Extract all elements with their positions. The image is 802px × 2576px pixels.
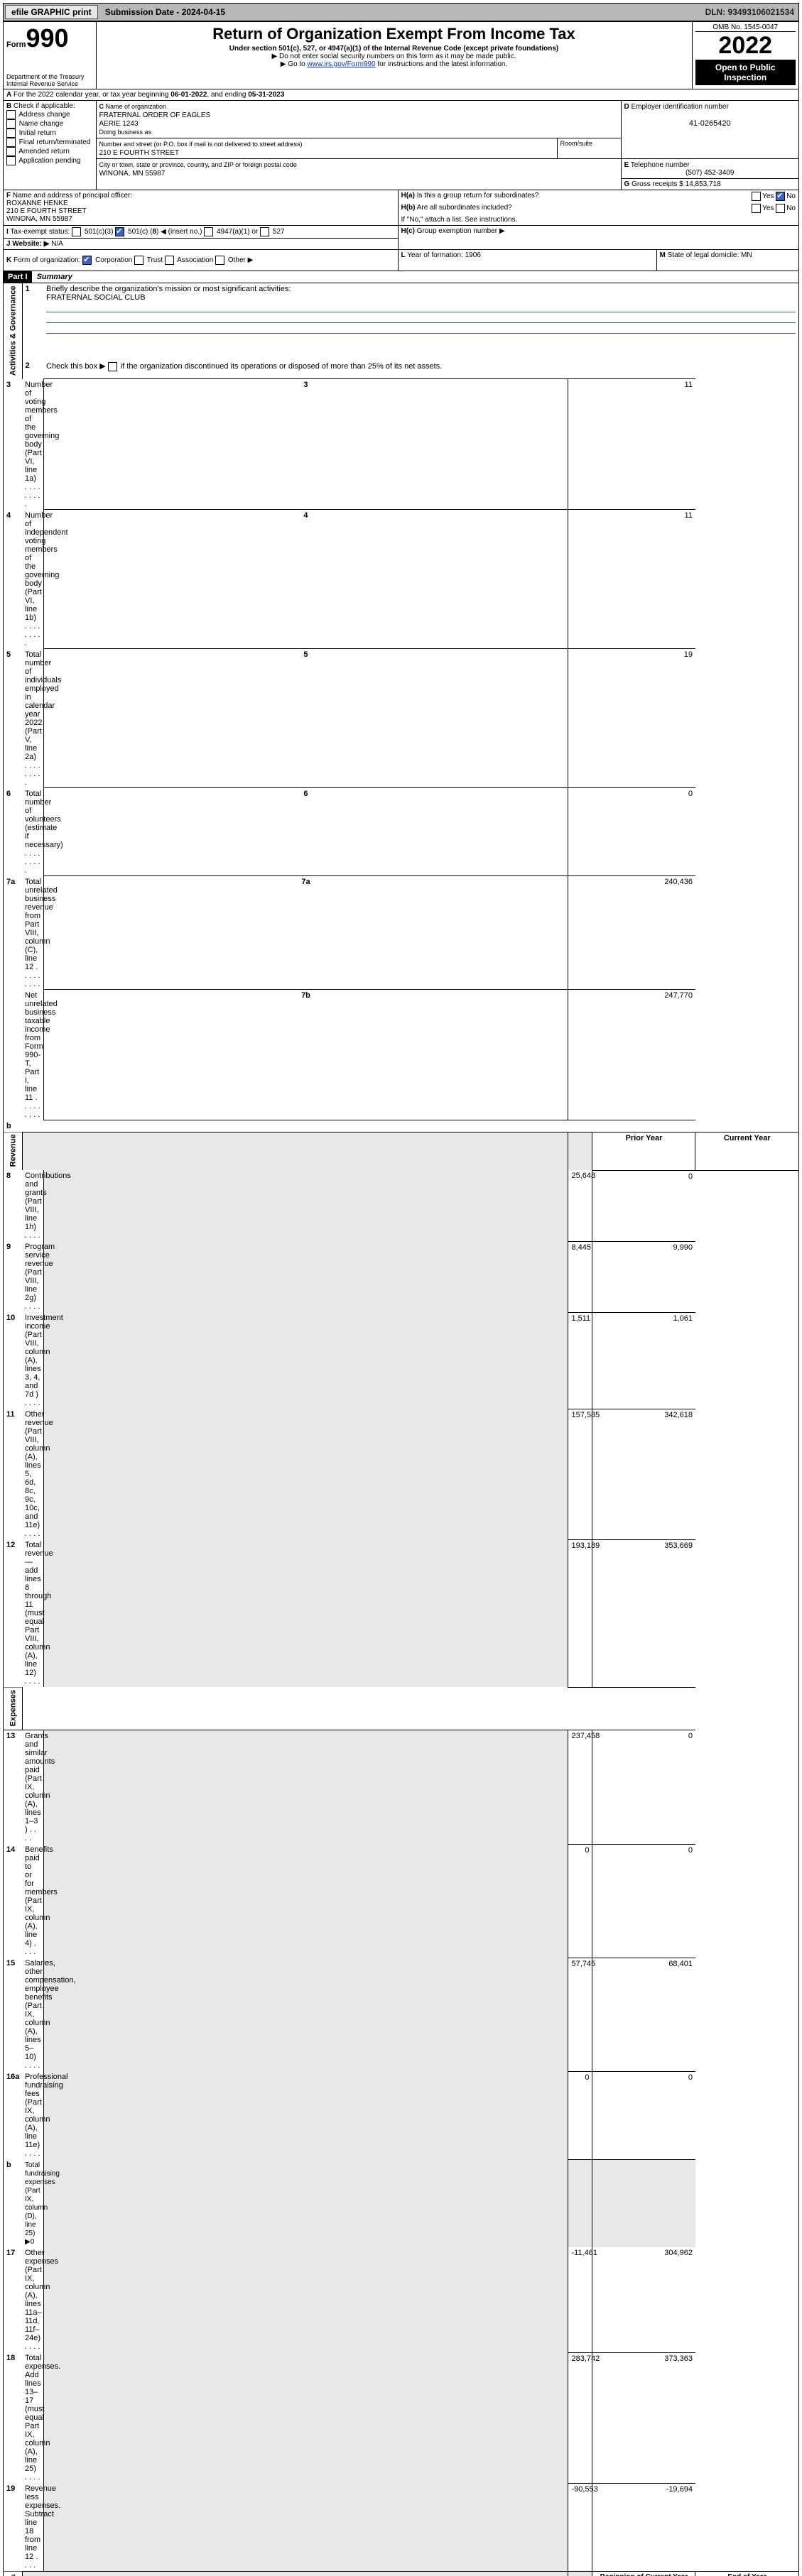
part-i-bar: Part I xyxy=(4,271,32,283)
gross-receipts: 14,853,718 xyxy=(686,180,721,188)
side-governance: Activities & Governance xyxy=(4,283,22,379)
side-revenue: Revenue xyxy=(4,1132,22,1170)
table-row: 19Revenue less expenses. Subtract line 1… xyxy=(4,2483,798,2572)
box-d: D Employer identification number 41-0265… xyxy=(621,101,798,159)
hb-answer: Yes No xyxy=(699,202,798,214)
line2: Check this box ▶ if the organization dis… xyxy=(43,360,798,378)
chk-address-change[interactable] xyxy=(6,110,16,119)
box-m: M State of legal domicile: MN xyxy=(656,250,798,271)
box-j: J Website: ▶ N/A xyxy=(4,239,398,250)
chk-501c[interactable] xyxy=(115,227,124,236)
chk-final-return[interactable] xyxy=(6,138,16,147)
box-b: B Check if applicable: Address change Na… xyxy=(4,101,96,190)
table-row: 5Total number of individuals employed in… xyxy=(4,649,798,788)
table-row: 7aTotal unrelated business revenue from … xyxy=(4,876,798,990)
chk-501c3[interactable] xyxy=(72,227,81,236)
chk-corp[interactable] xyxy=(82,256,92,265)
line-a: A For the 2022 calendar year, or tax yea… xyxy=(4,89,798,100)
title-cell: Return of Organization Exempt From Incom… xyxy=(96,22,692,89)
chk-527[interactable] xyxy=(260,227,269,236)
box-c-city: City or town, state or province, country… xyxy=(96,159,621,190)
chk-discontinued[interactable] xyxy=(108,362,117,371)
open-public: Open to Public Inspection xyxy=(695,60,796,85)
irs-link[interactable]: www.irs.gov/Form990 xyxy=(307,60,375,68)
chk-hb-no[interactable] xyxy=(776,204,785,213)
table-row: 11Other revenue (Part VIII, column (A), … xyxy=(4,1409,798,1539)
chk-4947[interactable] xyxy=(204,227,213,236)
table-row: 12Total revenue—add lines 8 through 11 (… xyxy=(4,1539,798,1687)
dln: DLN: 93493106021534 xyxy=(705,7,797,17)
right-header: OMB No. 1545-0047 2022 Open to Public In… xyxy=(692,22,798,89)
ein: 41-0265420 xyxy=(624,119,796,128)
table-row: 18Total expenses. Add lines 13–17 (must … xyxy=(4,2352,798,2483)
side-net: Net Assets or Fund Balances xyxy=(4,2572,22,2576)
part-i-header: Part I Summary xyxy=(4,271,798,283)
chk-trust[interactable] xyxy=(134,256,143,265)
box-c-street: Number and street (or P.O. box if mail i… xyxy=(96,138,557,159)
col-end: End of Year xyxy=(695,2572,798,2576)
box-e: E Telephone number (507) 452-3409 xyxy=(621,159,798,179)
box-l: L Year of formation: 1906 xyxy=(398,250,656,271)
chk-name-change[interactable] xyxy=(6,119,16,129)
table-row: 6Total number of volunteers (estimate if… xyxy=(4,788,798,876)
table-row: 17Other expenses (Part IX, column (A), l… xyxy=(4,2247,798,2352)
side-expenses: Expenses xyxy=(4,1687,22,1730)
table-row: Net unrelated business taxable income fr… xyxy=(4,990,798,1120)
table-row: 4Number of independent voting members of… xyxy=(4,510,798,649)
col-begin: Beginning of Current Year xyxy=(592,2572,695,2576)
part-i-title: Summary xyxy=(37,273,72,281)
subtitle: Under section 501(c), 527, or 4947(a)(1)… xyxy=(99,45,689,53)
table-row: 3Number of voting members of the governi… xyxy=(4,379,798,510)
part-i-table: Activities & Governance 1 Briefly descri… xyxy=(4,283,798,2576)
form-number: 990 xyxy=(26,23,69,53)
box-ha: H(a) Is this a group return for subordin… xyxy=(398,190,699,203)
box-g: G Gross receipts $ 14,853,718 xyxy=(621,179,798,190)
box-i: I Tax-exempt status: 501(c)(3) 501(c) (8… xyxy=(4,226,398,239)
table-row: 16aProfessional fundraising fees (Part I… xyxy=(4,2071,798,2159)
ha-answer: Yes No xyxy=(699,190,798,203)
mission-text: FRATERNAL SOCIAL CLUB xyxy=(46,293,146,302)
table-row: bTotal fundraising expenses (Part IX, co… xyxy=(4,2159,798,2247)
form-cell: Form990 Department of the Treasury Inter… xyxy=(4,22,96,89)
table-row: 13Grants and similar amounts paid (Part … xyxy=(4,1730,798,1845)
form-label: Form xyxy=(6,40,26,49)
line1: Briefly describe the organization's miss… xyxy=(43,283,798,361)
box-f: F Name and address of principal officer:… xyxy=(4,190,398,226)
box-k: K Form of organization: Corporation Trus… xyxy=(4,250,398,271)
col-prior: Prior Year xyxy=(592,1132,695,1170)
table-row: 14Benefits paid to or for members (Part … xyxy=(4,1844,798,1958)
return-title: Return of Organization Exempt From Incom… xyxy=(99,25,689,43)
submission-date: Submission Date - 2024-04-15 xyxy=(105,7,225,17)
chk-other[interactable] xyxy=(215,256,224,265)
col-current: Current Year xyxy=(695,1132,798,1170)
dept-label: Department of the Treasury Internal Reve… xyxy=(6,73,93,87)
toolbar: efile GRAPHIC print Submission Date - 20… xyxy=(3,3,799,21)
phone: (507) 452-3409 xyxy=(624,169,796,177)
omb: OMB No. 1545-0047 xyxy=(695,23,796,32)
box-hc: H(c) Group exemption number ▶ xyxy=(398,226,798,250)
chk-app-pending[interactable] xyxy=(6,156,16,165)
table-row: 15Salaries, other compensation, employee… xyxy=(4,1958,798,2071)
chk-ha-yes[interactable] xyxy=(752,192,761,201)
table-row: 8Contributions and grants (Part VIII, li… xyxy=(4,1170,798,1241)
box-c-name: C Name of organization FRATERNAL ORDER O… xyxy=(96,101,621,138)
chk-ha-no[interactable] xyxy=(776,192,785,201)
hb-note: If "No," attach a list. See instructions… xyxy=(398,214,798,225)
table-row: 10Investment income (Part VIII, column (… xyxy=(4,1312,798,1409)
room-suite: Room/suite xyxy=(557,138,621,159)
org-name: FRATERNAL ORDER OF EAGLES AERIE 1243 xyxy=(99,111,211,128)
note-goto: Go to www.irs.gov/Form990 for instructio… xyxy=(99,60,689,68)
chk-assoc[interactable] xyxy=(165,256,174,265)
chk-initial-return[interactable] xyxy=(6,129,16,138)
efile-print-button[interactable]: efile GRAPHIC print xyxy=(5,5,98,19)
note-ssn: Do not enter social security numbers on … xyxy=(99,53,689,60)
chk-amended[interactable] xyxy=(6,147,16,156)
table-row: 9Program service revenue (Part VIII, lin… xyxy=(4,1241,798,1312)
tax-year: 2022 xyxy=(695,32,796,60)
chk-hb-yes[interactable] xyxy=(752,204,761,213)
box-hb: H(b) Are all subordinates included? xyxy=(398,202,699,214)
